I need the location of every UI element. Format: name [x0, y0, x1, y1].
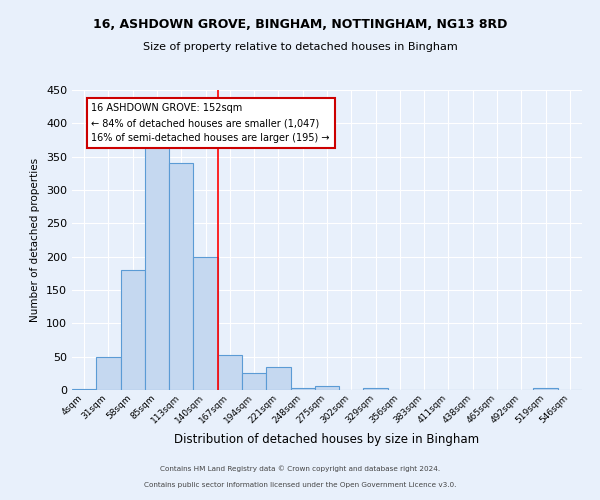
- Bar: [193, 256, 218, 390]
- Bar: [72, 388, 96, 390]
- Text: Size of property relative to detached houses in Bingham: Size of property relative to detached ho…: [143, 42, 457, 52]
- Bar: [533, 388, 558, 390]
- Bar: [218, 354, 242, 390]
- Y-axis label: Number of detached properties: Number of detached properties: [31, 158, 40, 322]
- X-axis label: Distribution of detached houses by size in Bingham: Distribution of detached houses by size …: [175, 433, 479, 446]
- Text: Contains HM Land Registry data © Crown copyright and database right 2024.: Contains HM Land Registry data © Crown c…: [160, 466, 440, 472]
- Text: Contains public sector information licensed under the Open Government Licence v3: Contains public sector information licen…: [144, 482, 456, 488]
- Bar: [315, 386, 339, 390]
- Bar: [290, 388, 315, 390]
- Bar: [266, 368, 290, 390]
- Text: 16, ASHDOWN GROVE, BINGHAM, NOTTINGHAM, NG13 8RD: 16, ASHDOWN GROVE, BINGHAM, NOTTINGHAM, …: [93, 18, 507, 30]
- Bar: [169, 164, 193, 390]
- Bar: [96, 356, 121, 390]
- Text: 16 ASHDOWN GROVE: 152sqm
← 84% of detached houses are smaller (1,047)
16% of sem: 16 ASHDOWN GROVE: 152sqm ← 84% of detach…: [91, 104, 330, 143]
- Bar: [242, 372, 266, 390]
- Bar: [364, 388, 388, 390]
- Bar: [121, 270, 145, 390]
- Bar: [145, 144, 169, 390]
